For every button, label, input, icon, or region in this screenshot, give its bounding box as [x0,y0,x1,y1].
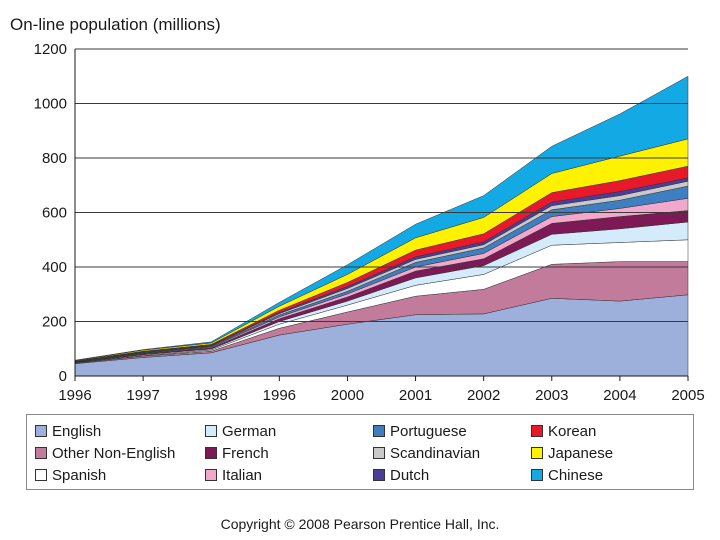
area-series-group [74,75,689,377]
legend-item-korean: Korean [531,421,596,441]
y-tick-label: 800 [42,150,67,167]
legend-item-french: French [205,443,269,463]
y-tick-label: 1200 [34,41,67,58]
legend-swatch [205,425,217,437]
legend-label: German [222,422,277,440]
legend-swatch [373,425,385,437]
legend-swatch [205,447,217,459]
legend-swatch [205,469,217,481]
y-tick-label: 0 [59,368,67,385]
legend-label: Dutch [390,466,430,484]
x-tick-label: 2003 [535,387,568,404]
legend-item-spanish: Spanish [35,465,106,485]
legend-swatch [373,469,385,481]
chart-title: On-line population (millions) [10,15,221,34]
x-tick-label: 2001 [399,387,432,404]
legend-item-italian: Italian [205,465,262,485]
stacked-area-chart: On-line population (millions) 0 200 400 600… [10,15,705,404]
legend-swatch [531,425,543,437]
copyright-text: Copyright © 2008 Pearson Prentice Hall, … [220,516,500,532]
x-tick-label: 1996 [263,387,296,404]
x-tick-label: 2005 [671,387,704,404]
gridlines [75,48,688,322]
legend-label: French [222,444,269,462]
y-tick-labels: 0 200 400 600 800 1000 1200 [34,41,67,385]
x-tick-label: 1997 [126,387,159,404]
y-tick-label: 200 [42,314,67,331]
area-chinese [74,75,689,361]
chart-legend: English Other Non-English Spanish German Fre… [26,414,694,490]
y-tick-label: 1000 [34,96,67,113]
x-tick-label: 2000 [331,387,364,404]
axes [74,49,689,381]
legend-label: Scandinavian [390,444,481,462]
legend-swatch [373,447,385,459]
legend-item-other-non-english: Other Non-English [35,443,175,463]
legend-label: Spanish [52,466,107,484]
y-tick-label: 600 [42,205,67,222]
legend-swatch [531,447,543,459]
legend-label: Other Non-English [52,444,176,462]
legend-label: Korean [548,422,597,440]
legend-item-chinese: Chinese [531,465,603,485]
legend-swatch [35,425,47,437]
legend-item-dutch: Dutch [373,465,429,485]
legend-item-scandinavian: Scandinavian [373,443,480,463]
legend-item-english: English [35,421,101,441]
legend-swatch [531,469,543,481]
legend-item-german: German [205,421,276,441]
legend-swatch [35,447,47,459]
legend-label: Japanese [548,444,614,462]
legend-label: Italian [222,466,263,484]
y-tick-label: 400 [42,259,67,276]
legend-swatch [35,469,47,481]
legend-item-japanese: Japanese [531,443,613,463]
x-tick-labels: 1996 1997 1998 1996 2000 2001 2002 2003 2004 2005 [58,387,704,404]
legend-item-portuguese: Portuguese [373,421,467,441]
x-tick-label: 1998 [195,387,228,404]
legend-label: Chinese [548,466,604,484]
x-tick-label: 1996 [58,387,91,404]
x-tick-label: 2004 [603,387,636,404]
legend-label: Portuguese [390,422,467,440]
x-tick-label: 2002 [467,387,500,404]
legend-label: English [52,422,102,440]
